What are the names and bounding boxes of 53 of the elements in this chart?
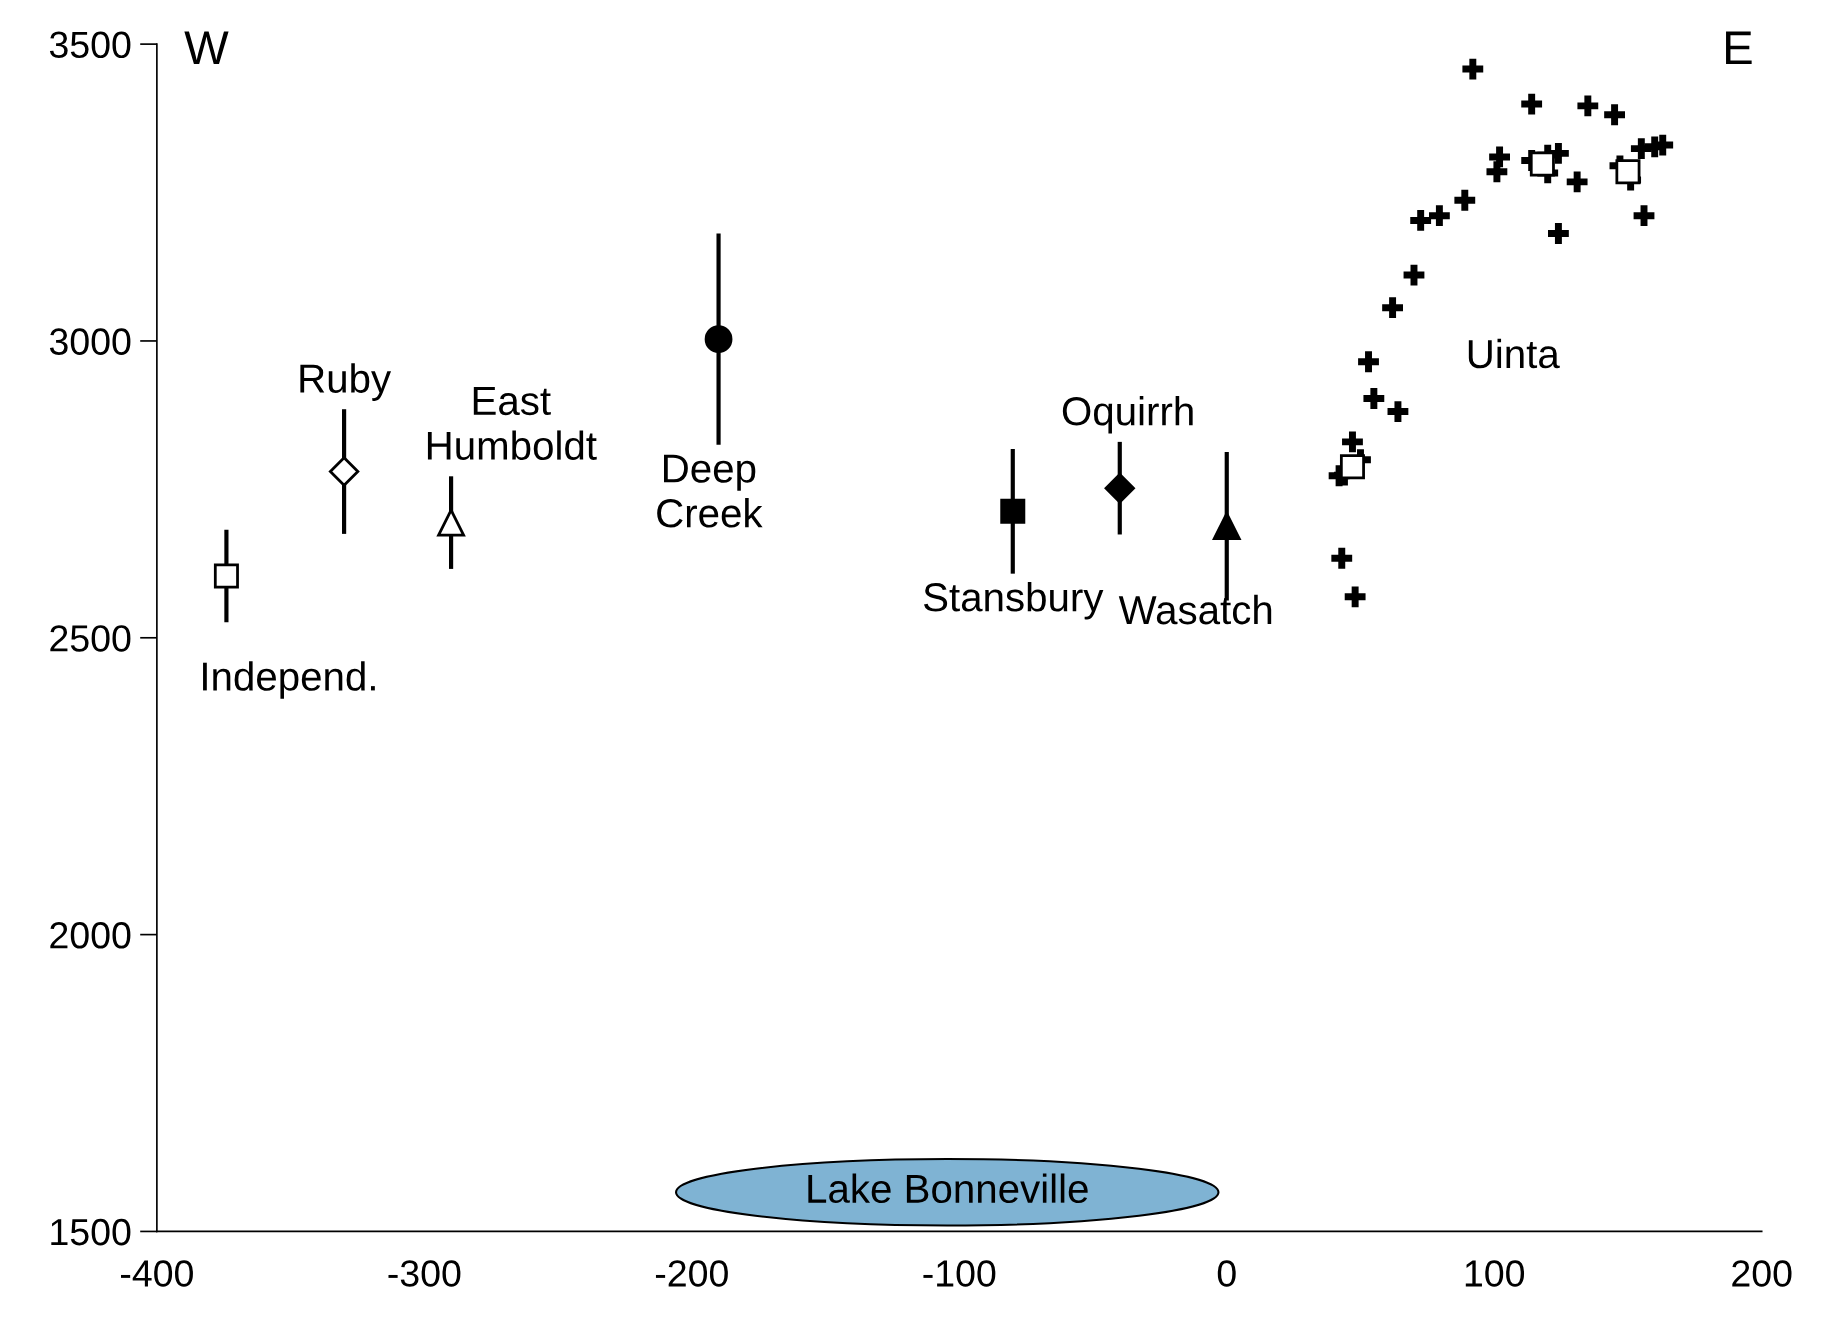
y-tick-label: 3500 [49,31,131,59]
x-tick-label: 200 [1732,1260,1792,1287]
point [1358,351,1379,373]
text: Deep Creek [657,454,763,528]
point [1489,146,1510,168]
point [1548,223,1569,244]
point [1462,58,1484,80]
point [1486,161,1508,183]
series-label: Oquirrh [1062,395,1193,434]
point [328,456,360,487]
point [213,563,239,589]
point [1331,547,1353,569]
annotation: W [184,31,229,65]
annotation: Lake Bonneville [808,1173,1088,1204]
point [1387,401,1409,423]
y-tick-label: 2500 [50,625,131,652]
x-tick-label: -400 [121,1260,193,1287]
series-label: East Humboldt [427,387,597,461]
point [1000,498,1026,524]
point [1521,93,1543,115]
series-label: Ruby [300,363,392,401]
point [704,325,733,354]
y-tick-label: 1500 [51,1218,131,1246]
point [1633,205,1655,227]
point [1566,171,1588,193]
point [1604,104,1625,126]
annotation: E [1726,31,1752,65]
x-tick-label: -200 [655,1260,728,1287]
point [1403,264,1425,286]
point [1428,205,1450,227]
x-tick-label: -100 [923,1260,996,1287]
series-label: Uinta [1468,338,1560,369]
series-label: Wasatch [1118,594,1272,625]
y-tick-label: 3000 [49,328,131,355]
x-tick-label: 100 [1465,1260,1525,1287]
y-tick-label: 2000 [50,922,131,949]
point [1382,297,1403,319]
series-label: Independ. [203,661,375,699]
series-label: Stansbury [923,582,1104,620]
point [1339,454,1365,480]
point [1454,189,1476,211]
point [437,508,465,537]
point [1615,159,1641,185]
point [1410,210,1432,231]
point [1344,586,1366,608]
x-tick-label: 0 [1217,1260,1236,1287]
point [1212,512,1241,541]
point [1363,388,1385,409]
point [1104,473,1135,504]
point [1577,95,1599,117]
point [1342,431,1363,453]
point [1529,151,1555,177]
x-tick-label: -300 [388,1260,461,1287]
